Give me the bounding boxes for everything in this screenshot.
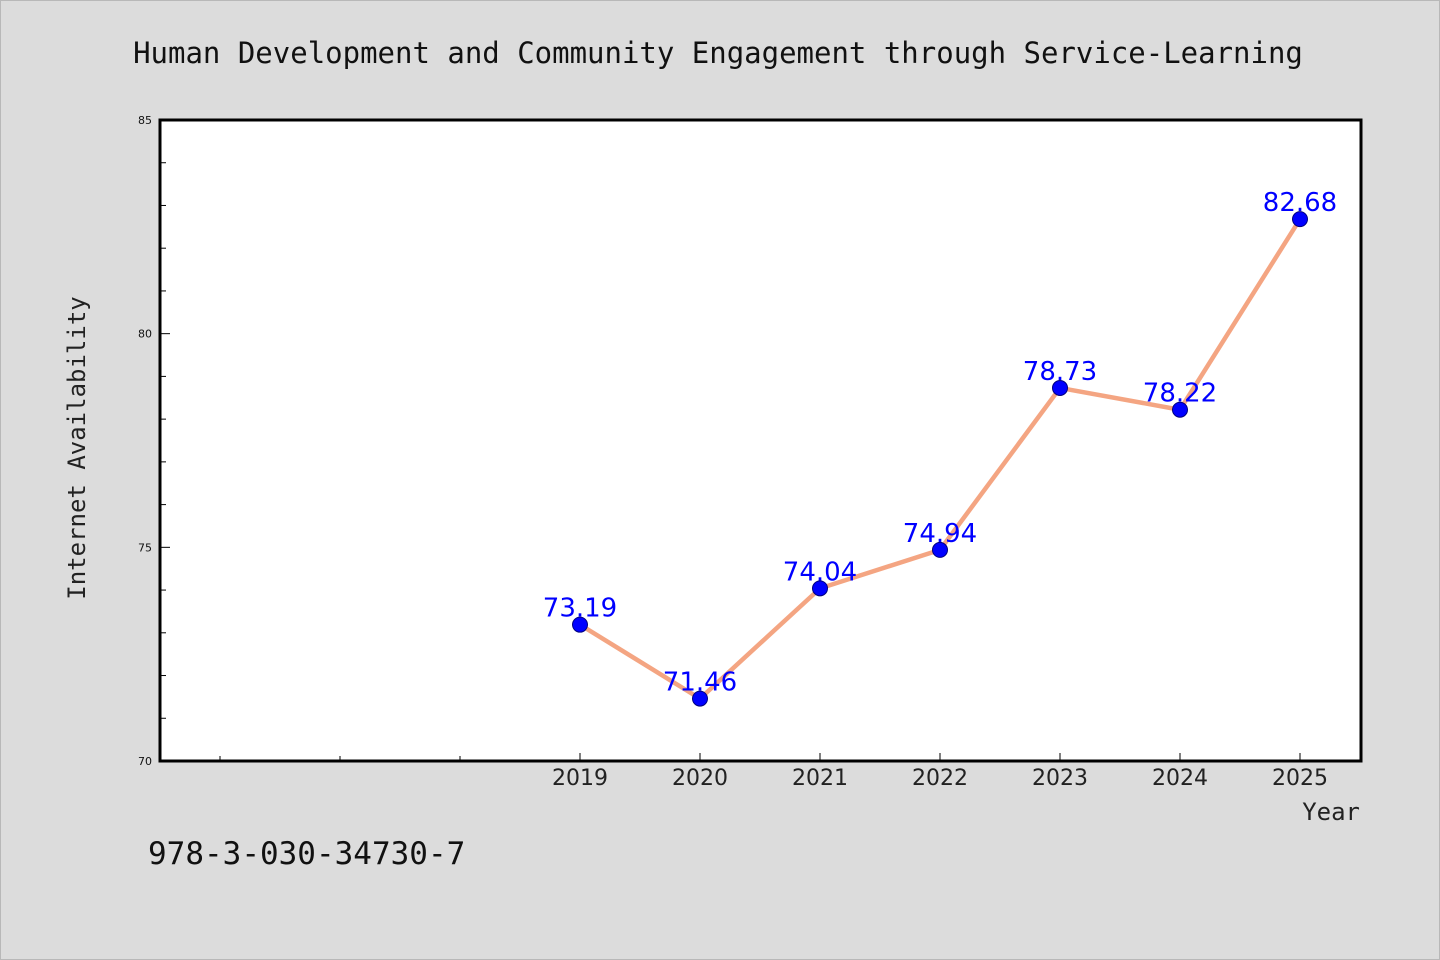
data-point xyxy=(1292,211,1308,228)
y-axis-title: Internet Availability xyxy=(63,296,91,599)
x-tick-label: 2019 xyxy=(552,766,608,791)
x-tick-label: 2020 xyxy=(672,766,728,791)
y-tick-label: 75 xyxy=(138,541,152,554)
data-point xyxy=(1172,401,1188,418)
x-tick-label: 2022 xyxy=(912,766,968,791)
x-tick-label: 2024 xyxy=(1152,766,1208,791)
data-point xyxy=(692,690,708,707)
data-label: 71.46 xyxy=(663,668,737,698)
data-point xyxy=(1052,379,1068,396)
chart-title: Human Development and Community Engageme… xyxy=(133,36,1303,70)
series-markers xyxy=(572,211,1308,707)
y-tick-label: 70 xyxy=(138,755,152,768)
x-tick-label: 2021 xyxy=(792,766,848,791)
x-tick-label: 2025 xyxy=(1272,766,1328,791)
data-label: 74.94 xyxy=(903,519,977,549)
data-label: 74.04 xyxy=(783,557,857,587)
footer-isbn: 978-3-030-34730-7 xyxy=(148,836,465,872)
plot-area xyxy=(158,118,1363,763)
data-label: 78.22 xyxy=(1143,379,1217,409)
data-label: 73.19 xyxy=(543,594,617,624)
y-axis: 70 75 80 85 xyxy=(138,114,170,768)
data-point xyxy=(812,580,828,597)
data-label: 78.73 xyxy=(1023,357,1097,387)
x-axis: 2019 2020 2021 2022 2023 2024 2025 xyxy=(219,753,1328,791)
data-point xyxy=(572,616,588,633)
y-tick-label: 85 xyxy=(138,114,152,127)
data-point xyxy=(932,541,948,558)
x-axis-title: Year xyxy=(1302,798,1360,826)
x-tick-label: 2023 xyxy=(1032,766,1088,791)
data-labels: 73.19 71.46 74.04 74.94 78.73 78.22 82.68 xyxy=(543,188,1337,697)
data-label: 82.68 xyxy=(1263,188,1337,218)
y-tick-label: 80 xyxy=(138,328,152,341)
